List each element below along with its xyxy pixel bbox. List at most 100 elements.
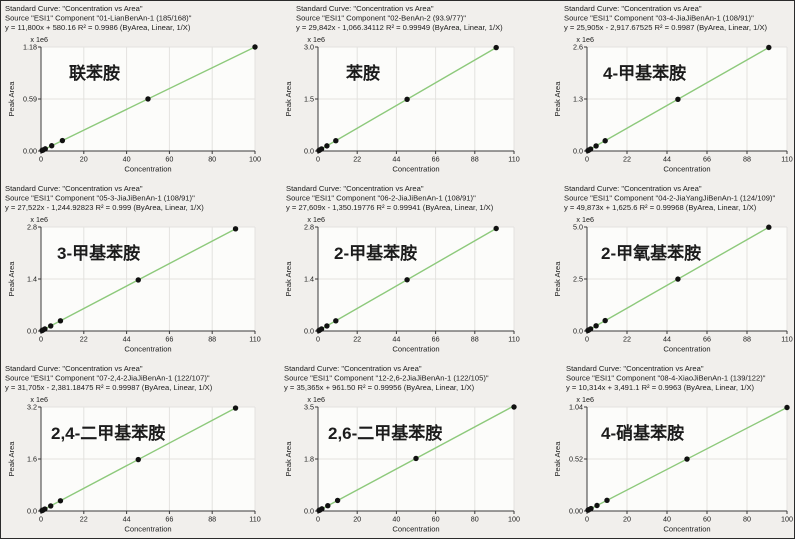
- data-point[interactable]: [232, 226, 239, 232]
- x-tick-label: 44: [663, 335, 671, 344]
- y-tick-label: 1.6: [27, 455, 37, 464]
- x-tick-label: 40: [663, 515, 671, 524]
- data-point[interactable]: [42, 506, 48, 512]
- data-point[interactable]: [232, 405, 239, 411]
- panel-source: Source "ESI1" Component "05-3-JiaJiBenAn…: [5, 194, 195, 203]
- x-tick-label: 22: [353, 335, 361, 344]
- x-tick-label: 40: [123, 155, 131, 164]
- y-tick-label: 0.0: [304, 507, 314, 516]
- data-point[interactable]: [42, 326, 48, 332]
- data-point[interactable]: [333, 318, 339, 324]
- x-tick-label: 40: [392, 515, 400, 524]
- panel-equation: y = 49,873x + 1,625.6 R² = 0.99968 (ByAr…: [564, 203, 757, 212]
- panel-source: Source "ESI1" Component "03-4-JiaJiBenAn…: [564, 14, 754, 23]
- data-point[interactable]: [587, 326, 594, 332]
- calibration-chart[interactable]: Standard Curve: "Concentration vs Area"S…: [531, 1, 795, 181]
- data-point[interactable]: [48, 323, 54, 329]
- data-point[interactable]: [511, 404, 517, 410]
- data-point[interactable]: [334, 497, 341, 504]
- data-point[interactable]: [333, 137, 339, 144]
- data-point[interactable]: [602, 317, 608, 324]
- y-tick-label: 1.4: [27, 275, 37, 284]
- data-point[interactable]: [413, 455, 419, 462]
- panel-equation: y = 31,705x - 2,381.18475 R² = 0.99987 (…: [5, 383, 213, 392]
- data-point[interactable]: [602, 138, 608, 144]
- data-point[interactable]: [493, 44, 499, 51]
- x-tick-label: 66: [703, 335, 711, 344]
- data-point[interactable]: [135, 456, 141, 463]
- data-point[interactable]: [318, 326, 325, 332]
- y-tick-label: 0.0: [304, 147, 314, 156]
- data-point[interactable]: [325, 503, 331, 509]
- x-tick-label: 0: [39, 515, 43, 524]
- data-point[interactable]: [252, 44, 258, 50]
- data-point[interactable]: [404, 277, 410, 283]
- data-point[interactable]: [675, 96, 681, 103]
- data-point[interactable]: [604, 497, 610, 504]
- calibration-chart[interactable]: Standard Curve: "Concentration vs Area"S…: [266, 1, 531, 181]
- data-point[interactable]: [57, 498, 64, 504]
- data-point[interactable]: [766, 224, 772, 230]
- x-tick-label: 66: [432, 335, 440, 344]
- data-point[interactable]: [594, 502, 600, 509]
- data-point[interactable]: [42, 146, 48, 152]
- panel-equation: y = 25,905x - 2,917.67525 R² = 0.9987 (B…: [564, 23, 768, 32]
- y-tick-label: 1.04: [569, 403, 583, 412]
- data-point[interactable]: [59, 137, 66, 144]
- x-tick-label: 22: [623, 155, 631, 164]
- data-point[interactable]: [593, 323, 599, 329]
- y-tick-label: 0.0: [573, 147, 583, 156]
- data-point[interactable]: [135, 277, 141, 283]
- data-point[interactable]: [675, 276, 681, 282]
- compound-label: 4-硝基苯胺: [601, 423, 684, 443]
- x-tick-label: 66: [165, 515, 173, 524]
- panel-title: Standard Curve: "Concentration vs Area": [5, 364, 143, 373]
- x-tick-label: 44: [123, 335, 131, 344]
- x-axis-title: Concentration: [392, 345, 439, 354]
- calibration-chart[interactable]: Standard Curve: "Concentration vs Area"S…: [1, 361, 266, 539]
- y-tick-label: 1.8: [304, 455, 314, 464]
- data-point[interactable]: [324, 143, 330, 149]
- data-point[interactable]: [319, 506, 325, 512]
- x-tick-label: 60: [432, 515, 440, 524]
- panel-equation: y = 35,365x + 961.50 R² = 0.99956 (ByAre…: [284, 383, 475, 392]
- scale-label: x 1e6: [30, 215, 48, 224]
- data-point[interactable]: [48, 503, 54, 509]
- data-point[interactable]: [145, 96, 151, 102]
- calibration-chart[interactable]: Standard Curve: "Concentration vs Area"S…: [531, 181, 795, 361]
- data-point[interactable]: [493, 225, 499, 232]
- calibration-chart[interactable]: Standard Curve: "Concentration vs Area"S…: [1, 1, 266, 181]
- panel-source: Source "ESI1" Component "01-LianBenAn-1 …: [5, 14, 192, 23]
- data-point[interactable]: [588, 505, 594, 512]
- data-point[interactable]: [766, 44, 772, 51]
- y-tick-label: 0.0: [304, 327, 314, 336]
- data-point[interactable]: [318, 146, 325, 152]
- x-tick-label: 60: [703, 515, 711, 524]
- data-point[interactable]: [404, 96, 410, 103]
- data-point[interactable]: [57, 318, 64, 324]
- y-tick-label: 0.00: [569, 507, 583, 516]
- y-tick-label: 0.00: [23, 147, 37, 156]
- curve-panel: Standard Curve: "Concentration vs Area" S…: [1, 361, 266, 539]
- curve-panel: Standard Curve: "Concentration vs Area" S…: [531, 361, 795, 539]
- data-point[interactable]: [593, 143, 599, 149]
- x-axis-title: Concentration: [392, 165, 439, 174]
- scale-label: x 1e6: [307, 215, 325, 224]
- data-point[interactable]: [784, 404, 790, 411]
- calibration-chart[interactable]: Standard Curve: "Concentration vs Area"S…: [531, 361, 795, 539]
- x-tick-label: 0: [585, 515, 589, 524]
- compound-label: 2,6-二甲基苯胺: [328, 423, 442, 443]
- y-tick-label: 3.0: [304, 43, 314, 52]
- x-tick-label: 22: [80, 515, 88, 524]
- scale-label: x 1e6: [30, 395, 48, 404]
- data-point[interactable]: [49, 143, 55, 149]
- data-point[interactable]: [684, 456, 690, 462]
- panel-equation: y = 27,609x - 1,350.19776 R² = 0.99941 (…: [286, 203, 494, 212]
- data-point[interactable]: [587, 146, 594, 152]
- data-point[interactable]: [324, 323, 330, 329]
- y-tick-label: 0.0: [27, 327, 37, 336]
- calibration-chart[interactable]: Standard Curve: "Concentration vs Area"S…: [266, 181, 531, 361]
- x-tick-label: 20: [623, 515, 631, 524]
- calibration-chart[interactable]: Standard Curve: "Concentration vs Area"S…: [1, 181, 266, 361]
- calibration-chart[interactable]: Standard Curve: "Concentration vs Area"S…: [266, 361, 531, 539]
